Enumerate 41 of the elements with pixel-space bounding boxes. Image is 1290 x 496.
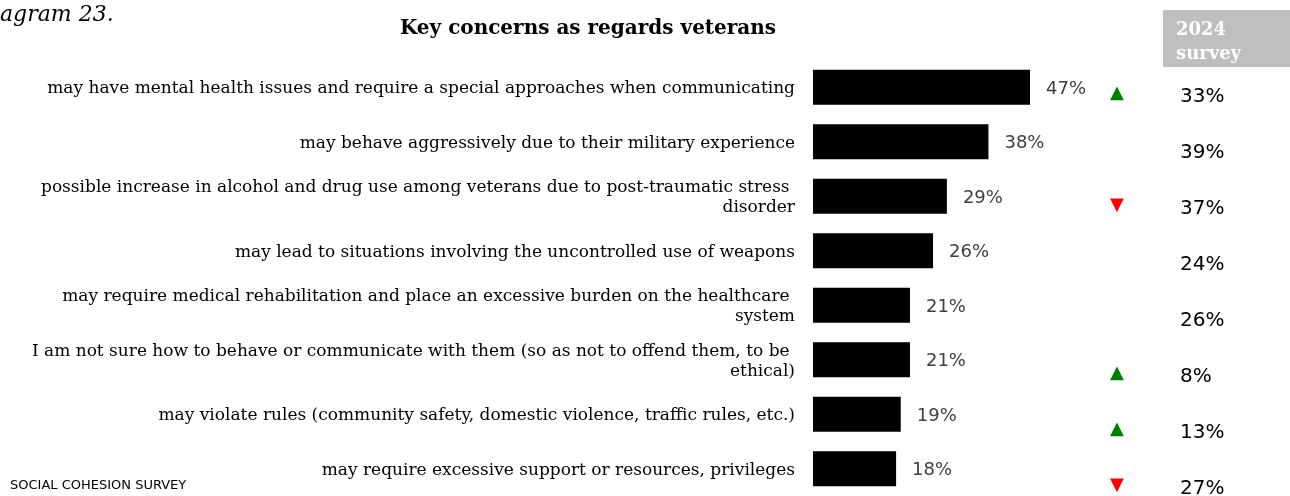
data-label: 27%: [1180, 475, 1225, 496]
bar: [813, 124, 989, 160]
text: Key concerns as regards veterans: [399, 15, 777, 39]
data-label: 37%: [1180, 195, 1225, 219]
text: ▲: [1110, 416, 1124, 438]
y-tick-label: possible increase in alcohol and drug use among veterans due to post-traumatic stress disorder: [41, 176, 796, 217]
bar: [813, 178, 947, 214]
text: SOCIAL COHESION SURVEY: [10, 477, 187, 492]
data-label: 33%: [1180, 83, 1225, 107]
y-tick-label: may violate rules (community safety, domestic violence, traffic rules, etc.): [158, 404, 795, 425]
bar: [813, 396, 901, 432]
data-label: 21%: [925, 294, 966, 316]
data-label: 21%: [925, 349, 966, 371]
bar: [813, 451, 897, 487]
data-label: 47%: [1046, 76, 1087, 98]
data-label: 13%: [1180, 419, 1225, 443]
y-tick-label: I am not sure how to behave or communicate with them (so as not to offend them, to be ethical): [31, 339, 795, 380]
text: ▼: [1110, 472, 1124, 494]
text: ▲: [1110, 360, 1124, 382]
data-label: 39%: [1180, 139, 1225, 163]
bar: [813, 69, 1030, 105]
data-label: 38%: [1004, 131, 1045, 153]
data-label: 19%: [916, 403, 957, 425]
text: ▼: [1110, 192, 1124, 214]
bar: [813, 287, 910, 323]
y-tick-label: may behave aggressively due to their military experience: [299, 131, 795, 152]
data-label: 29%: [962, 185, 1003, 207]
y-tick-label: may require excessive support or resources, privileges: [321, 458, 795, 479]
bar: [813, 233, 934, 269]
text: 2024 survey: [1176, 17, 1242, 63]
y-tick-label: may lead to situations involving the uncontrolled use of weapons: [234, 240, 795, 261]
data-label: 8%: [1180, 363, 1212, 387]
y-tick-label: may require medical rehabilitation and place an excessive burden on the healthcare system: [62, 285, 795, 326]
text: ▲: [1110, 80, 1124, 102]
data-label: 26%: [1180, 307, 1225, 331]
y-tick-label: may have mental health issues and require a special approaches when communicating: [47, 77, 796, 98]
text: agram 23.: [0, 0, 114, 26]
data-label: 24%: [1180, 251, 1225, 275]
bar: [813, 342, 910, 378]
data-label: 26%: [949, 240, 990, 262]
data-label: 18%: [912, 458, 953, 480]
